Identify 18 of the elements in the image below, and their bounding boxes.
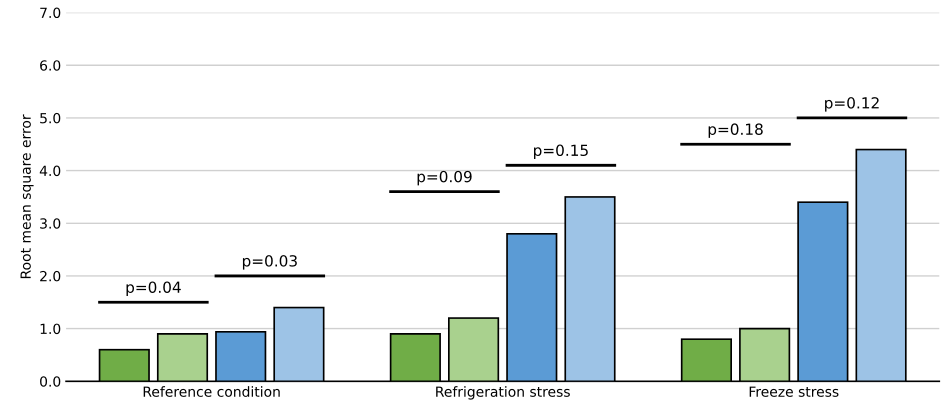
y-tick-label: 0.0: [40, 376, 60, 387]
annotation: p=0.12: [825, 97, 879, 112]
y-tick-label: 2.0: [40, 270, 60, 282]
y-axis-title: Root mean square error: [20, 114, 34, 278]
y-tick-label: 7.0: [40, 8, 60, 18]
annotation: p=0.09: [418, 170, 472, 186]
annotation: p=0.04: [126, 281, 181, 296]
x-tick-label: Refrigeration stress: [436, 386, 570, 400]
annotation: p=0.03: [242, 255, 297, 270]
y-tick-label: 3.0: [40, 218, 60, 229]
y-tick-label: 4.0: [40, 166, 60, 176]
x-tick-label: Freeze stress: [750, 386, 838, 397]
annotation: p=0.18: [708, 123, 763, 138]
y-tick-label: 5.0: [40, 112, 60, 124]
annotation: p=0.15: [534, 144, 588, 160]
y-tick-label: 6.0: [40, 60, 60, 71]
y-tick-label: 1.0: [40, 324, 60, 334]
x-tick-label: Reference condition: [144, 386, 280, 397]
